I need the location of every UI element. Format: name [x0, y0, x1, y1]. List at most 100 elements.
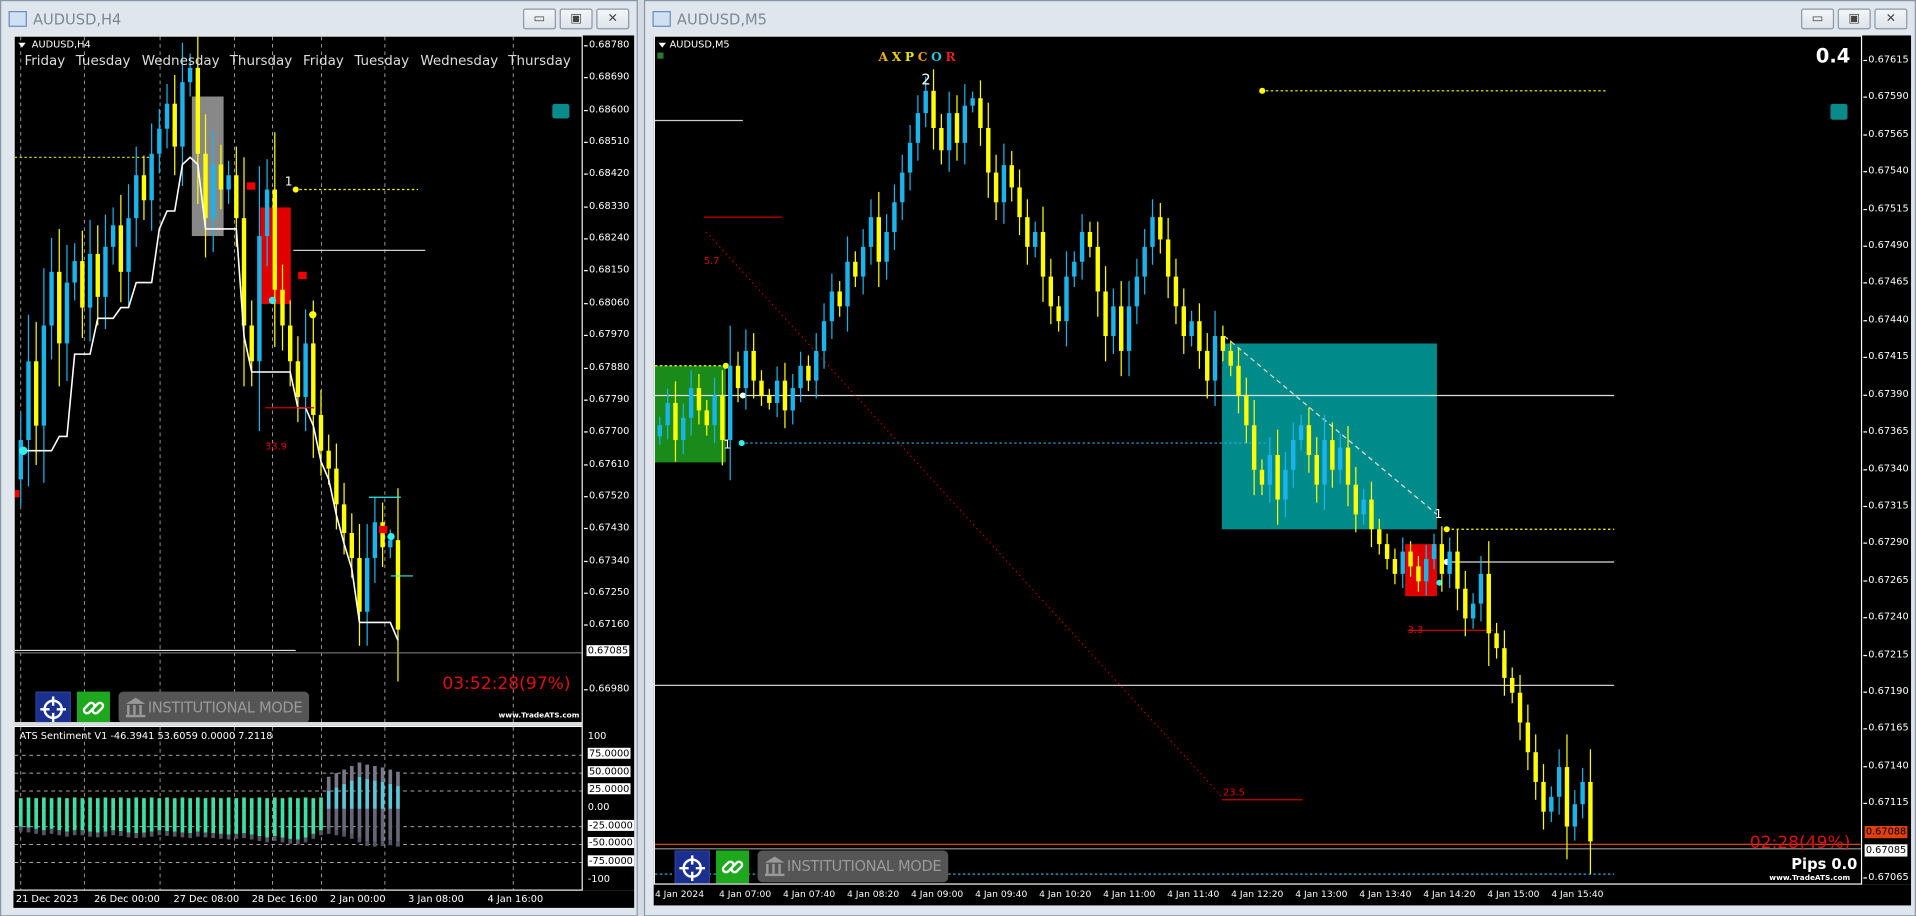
time-tick-label: 4 Jan 07:00: [718, 888, 772, 900]
bull-candle: [1291, 440, 1296, 470]
bear-candle: [931, 90, 936, 128]
time-axis[interactable]: 4 Jan 2024 4 Jan 07:00 4 Jan 07:40 4 Jan 08…: [653, 884, 1912, 906]
price-tick-label: 0.67700: [584, 425, 630, 437]
title-bar[interactable]: AUDUSD,H4 ▭ ▣ ✕: [1, 1, 636, 33]
sentiment-bear-bar: [65, 808, 69, 832]
bull-candle: [49, 271, 54, 326]
sentiment-bull-bar: [142, 798, 146, 809]
level-dot: [722, 362, 729, 369]
sentiment-bull-bar: [234, 798, 239, 809]
minimize-button[interactable]: ▭: [1801, 8, 1835, 30]
price-tick-label: 0.67340: [1863, 462, 1909, 474]
day-label: Friday: [24, 52, 66, 69]
sentiment-bear-bar: [42, 808, 46, 831]
level-dot: [1436, 579, 1443, 586]
chain-link-icon: [82, 701, 105, 715]
sentiment-extreme-bar: [388, 840, 393, 846]
price-tick-label: 0.67790: [584, 393, 630, 405]
sentiment-extreme-bar: [342, 769, 346, 784]
minimize-button[interactable]: ▭: [522, 8, 556, 30]
marker: [298, 271, 307, 280]
distance-label: 33.9: [265, 441, 287, 453]
sentiment-bear-bar: [134, 808, 139, 834]
bull-candle: [868, 217, 874, 247]
bull-candle: [712, 395, 717, 426]
price-tick-label: 0.67590: [1863, 90, 1909, 102]
bear-candle: [1330, 440, 1335, 470]
bear-candle: [1025, 217, 1030, 247]
sentiment-bull-bar: [165, 797, 169, 809]
bear-candle: [1017, 187, 1022, 218]
sentiment-bear-bar: [319, 808, 323, 831]
sentiment-bull-bar: [157, 798, 162, 809]
indicator-tick-label: 50.0000: [587, 765, 631, 777]
main-chart-pane[interactable]: AUDUSD,H4 Friday Tuesday Wednesday Thursday F…: [13, 35, 583, 724]
institutional-mode-button[interactable]: INSTITUTIONAL MODE: [757, 850, 949, 883]
indicator-tick-label: -25.0000: [587, 819, 635, 831]
indicator-tick-label: -100: [587, 873, 610, 885]
price-tick-label: 0.66980: [584, 683, 630, 695]
price-axis[interactable]: 0.67615 0.67590 0.67565 0.67540 0.67515 0.674…: [1862, 35, 1912, 885]
bear-candle: [1205, 350, 1210, 381]
bull-candle: [829, 291, 835, 322]
institutional-mode-button[interactable]: INSTITUTIONAL MODE: [118, 691, 310, 723]
price-axis[interactable]: 0.68780 0.68690 0.68600 0.68510 0.68420 0.683…: [582, 35, 635, 891]
time-tick-label: 4 Jan 10:20: [1039, 888, 1092, 900]
bear-candle: [1103, 291, 1108, 337]
bear-candle: [1048, 276, 1054, 307]
sentiment-bull-bar: [49, 798, 54, 809]
crosshair-target-button[interactable]: [35, 691, 71, 723]
time-tick-label: 3 Jan 08:00: [408, 893, 464, 905]
bear-candle: [978, 98, 983, 128]
bull-candle: [1322, 440, 1327, 485]
sentiment-indicator-pane[interactable]: ATS Sentiment V1 -46.3941 53.6059 0.0000…: [13, 725, 583, 891]
bear-candle: [759, 380, 764, 396]
sentiment-bear-bar: [26, 808, 31, 828]
close-button[interactable]: ✕: [596, 8, 630, 30]
status-square: [1830, 103, 1848, 120]
price-tick-label: 0.67615: [1863, 53, 1909, 65]
bear-candle: [349, 533, 354, 559]
maximize-button[interactable]: ▣: [559, 8, 593, 30]
maximize-button[interactable]: ▣: [1837, 8, 1871, 30]
indicator-tick-label: 100: [587, 730, 607, 742]
bull-candle: [64, 282, 70, 344]
bear-candle: [837, 291, 842, 307]
price-tick-label: 0.68240: [584, 232, 630, 244]
sentiment-bear-bar: [334, 808, 339, 831]
sentiment-bear-bar: [180, 808, 185, 833]
close-button[interactable]: ✕: [1874, 8, 1908, 30]
bull-candle: [126, 218, 131, 272]
bear-candle: [696, 388, 702, 411]
sentiment-bull-bar: [219, 798, 223, 809]
sentiment-extreme-bar: [211, 833, 216, 839]
title-bar[interactable]: AUDUSD,M5 ▭ ▣ ✕: [645, 1, 1915, 33]
bull-candle: [1150, 217, 1155, 247]
time-axis[interactable]: 21 Dec 2023 26 Dec 00:00 27 Dec 08:00 28 De…: [13, 890, 635, 908]
sentiment-extreme-bar: [34, 828, 39, 834]
sentiment-extreme-bar: [380, 841, 385, 846]
bull-candle: [372, 522, 378, 559]
sentiment-extreme-bar: [303, 837, 308, 843]
sentiment-extreme-bar: [195, 831, 200, 837]
sentiment-extreme-bar: [142, 832, 146, 838]
sentiment-extreme-bar: [26, 827, 31, 833]
sentiment-extreme-bar: [111, 830, 115, 836]
sentiment-bear-bar: [119, 808, 123, 832]
sentiment-extreme-bar: [165, 831, 169, 836]
bear-candle: [806, 365, 811, 381]
candle-timer: 02:28(49%): [1749, 833, 1851, 853]
bull-candle: [264, 189, 270, 237]
sentiment-extreme-bar: [57, 830, 62, 836]
main-chart-pane[interactable]: AUDUSD,M5 AXPCOR 2 1 1 0.4 5.7 23.5 3.3 02:28(49%…: [653, 35, 1863, 885]
sentiment-extreme-bar: [49, 828, 54, 834]
crosshair-target-button[interactable]: [674, 850, 710, 884]
sentiment-bear-bar: [373, 808, 377, 842]
level-dot: [387, 532, 395, 541]
link-chart-button[interactable]: [716, 850, 750, 884]
link-chart-button[interactable]: [76, 691, 110, 723]
sentiment-extreme-bar: [119, 831, 123, 836]
sentiment-bull-bar: [195, 797, 200, 809]
sentiment-bear-bar: [126, 808, 131, 833]
trail-start-dot: [18, 446, 28, 455]
